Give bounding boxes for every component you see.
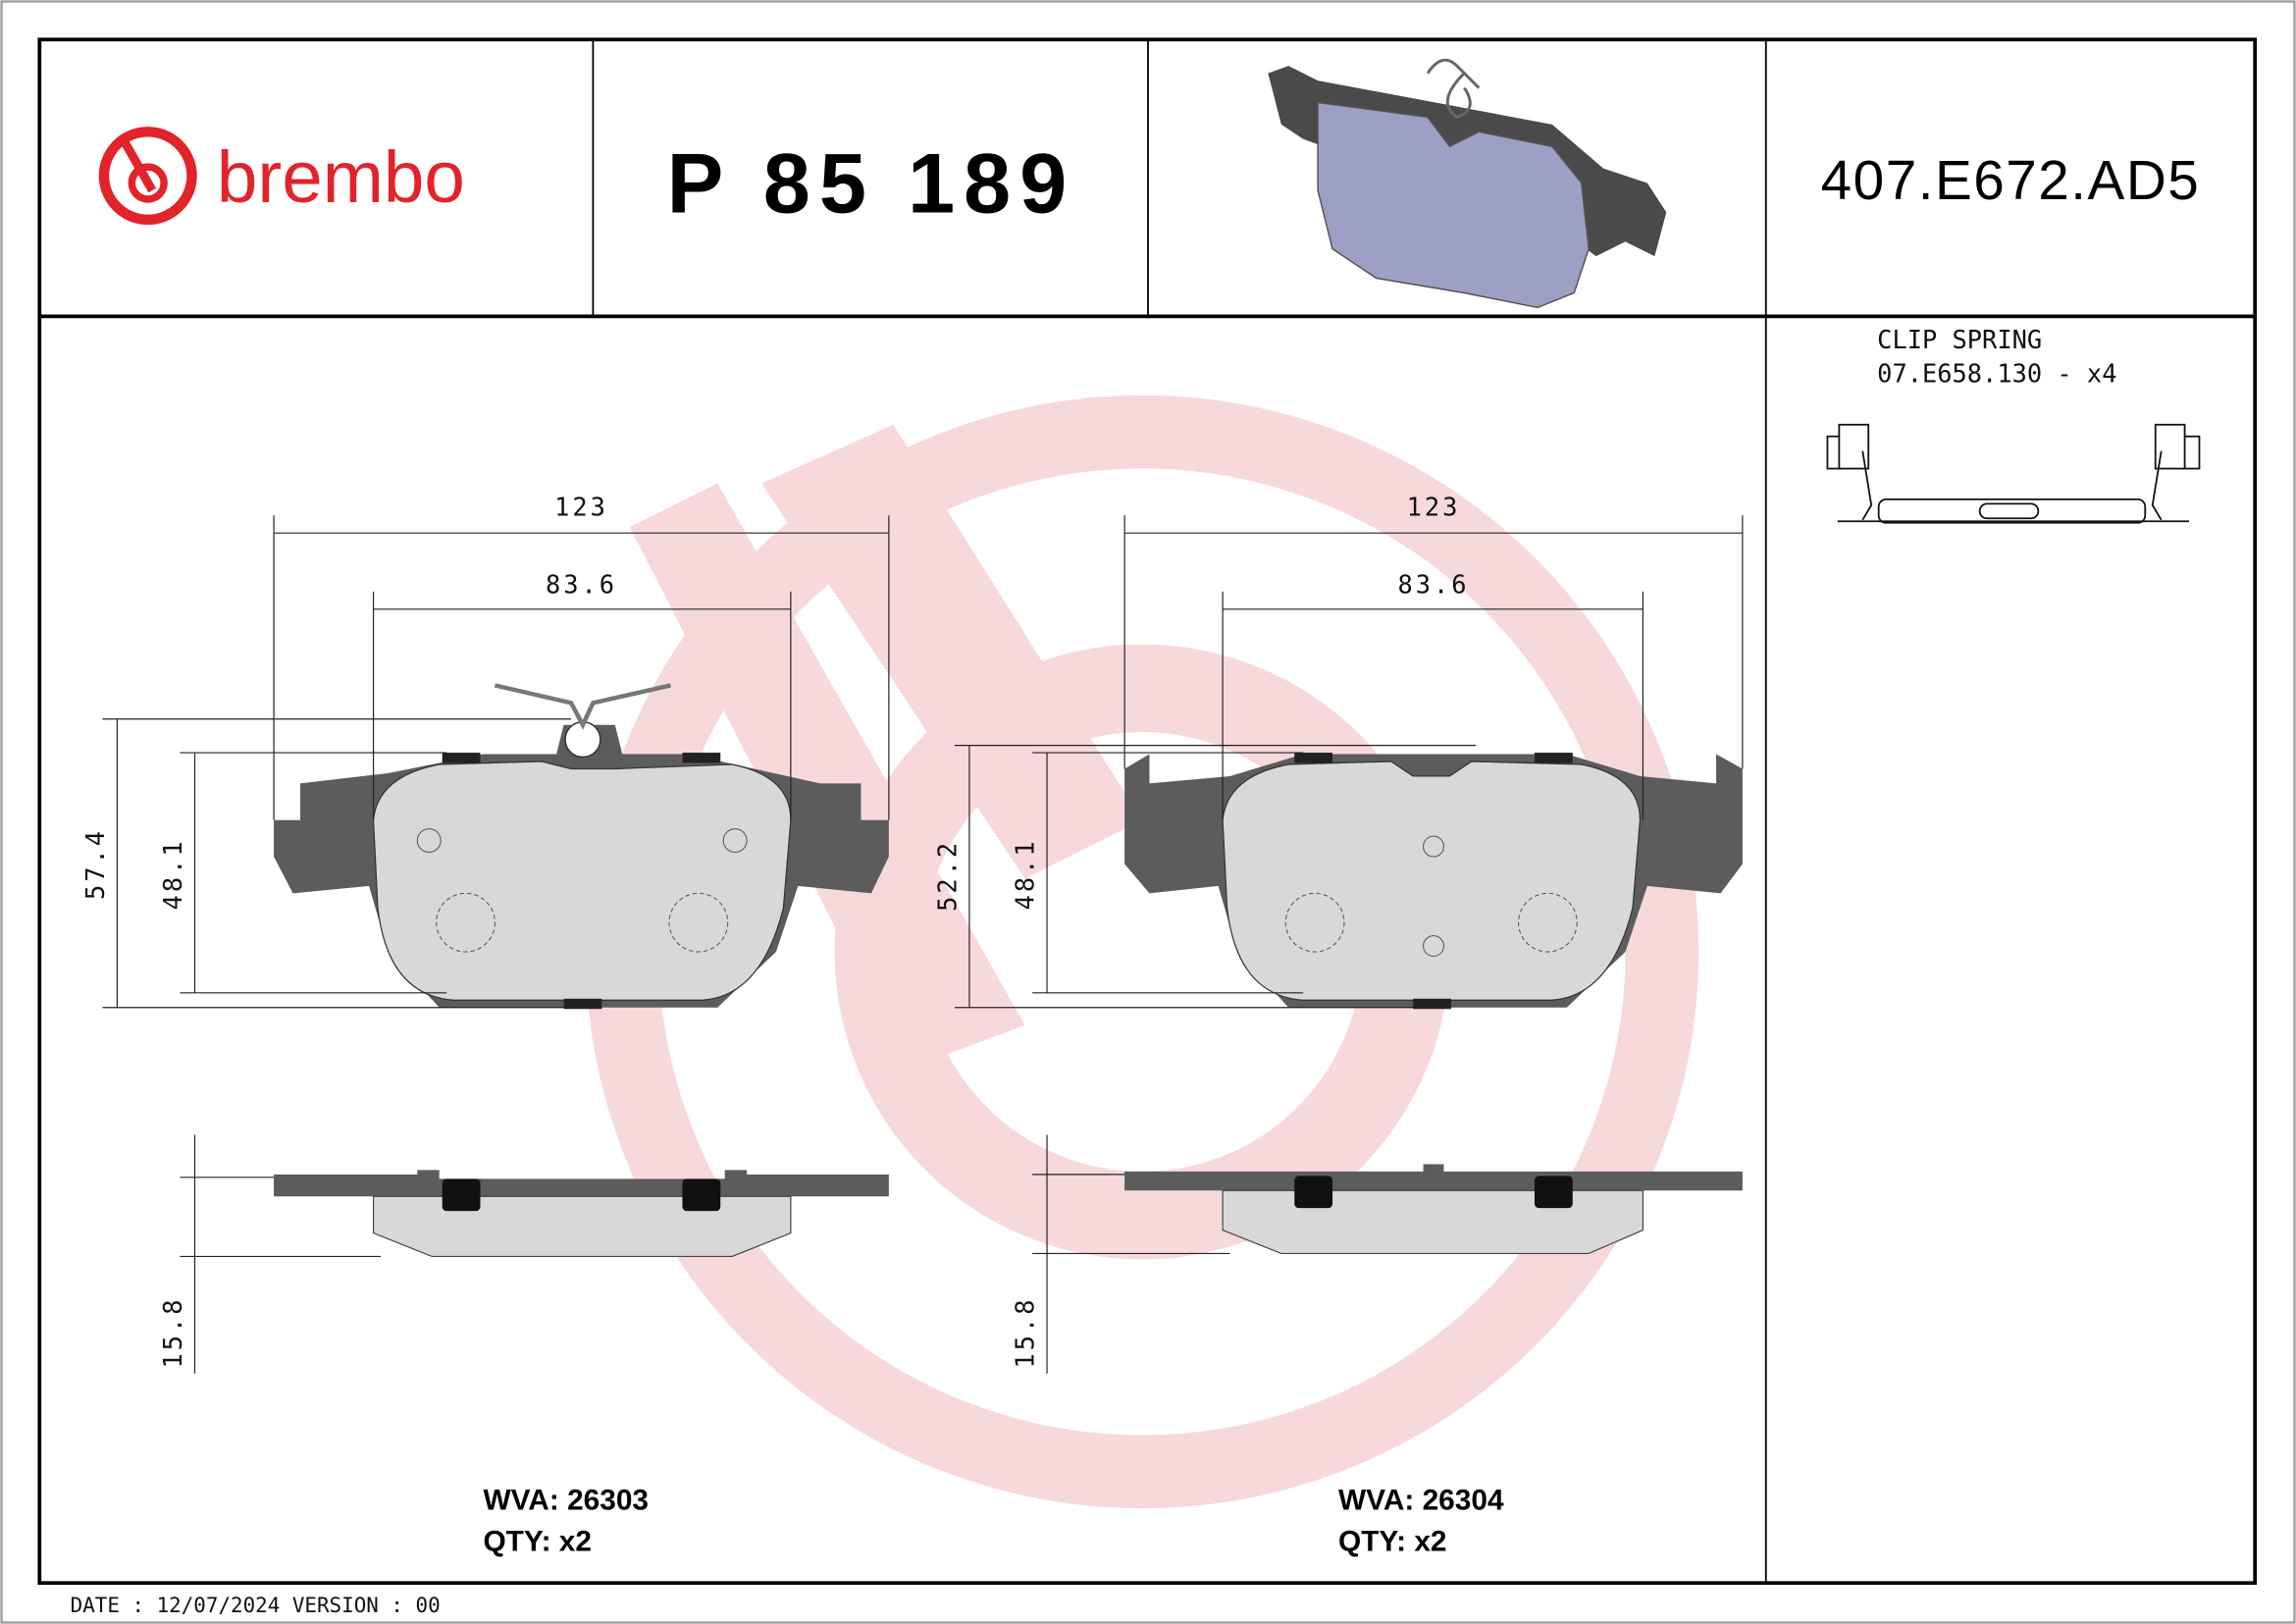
brembo-logo: brembo [98,127,465,226]
brembo-logo-icon [98,127,197,226]
dim-height-friction: 48.1 [158,838,187,910]
dim-thickness: 15.8 [158,1297,187,1369]
brand-name: brembo [217,135,465,218]
reference-code: 407.E672.AD5 [1821,150,2201,212]
dim-width-total: 123 [1407,492,1461,521]
dim-height-friction: 48.1 [1011,838,1040,910]
clip-spring-code: 07.E658.130 - x4 [1877,358,2116,388]
dim-width-inner: 83.6 [1397,569,1469,599]
qty-label-1: QTY: x2 [483,1525,592,1557]
pad-drawing-1 [274,683,889,1258]
dim-width-inner: 83.6 [546,569,617,599]
wva-label-2: WVA: 26304 [1338,1485,1504,1517]
title-block-frame [37,37,2258,1586]
part-number: P 85 189 [667,136,1076,231]
pad-1-dimensions: 123 83.6 57.4 48.1 15.8 [80,492,890,1374]
wva-label-1: WVA: 26303 [483,1485,649,1517]
date-version: DATE : 12/07/2024 VERSION : 00 [71,1594,441,1617]
brake-pad-render [1268,58,1667,309]
dim-width-total: 123 [554,492,608,521]
pad-2-dimensions: 123 83.6 52.2 48.1 15.8 [933,492,1744,1374]
qty-label-2: QTY: x2 [1338,1525,1447,1557]
pad-drawing-2 [1124,753,1743,1255]
dim-thickness: 15.8 [1011,1297,1040,1369]
clip-spring-title: CLIP SPRING [1877,325,2042,354]
dim-height-total: 52.2 [933,840,963,912]
dim-height-total: 57.4 [80,828,110,900]
clip-spring-drawing [1826,423,2201,524]
